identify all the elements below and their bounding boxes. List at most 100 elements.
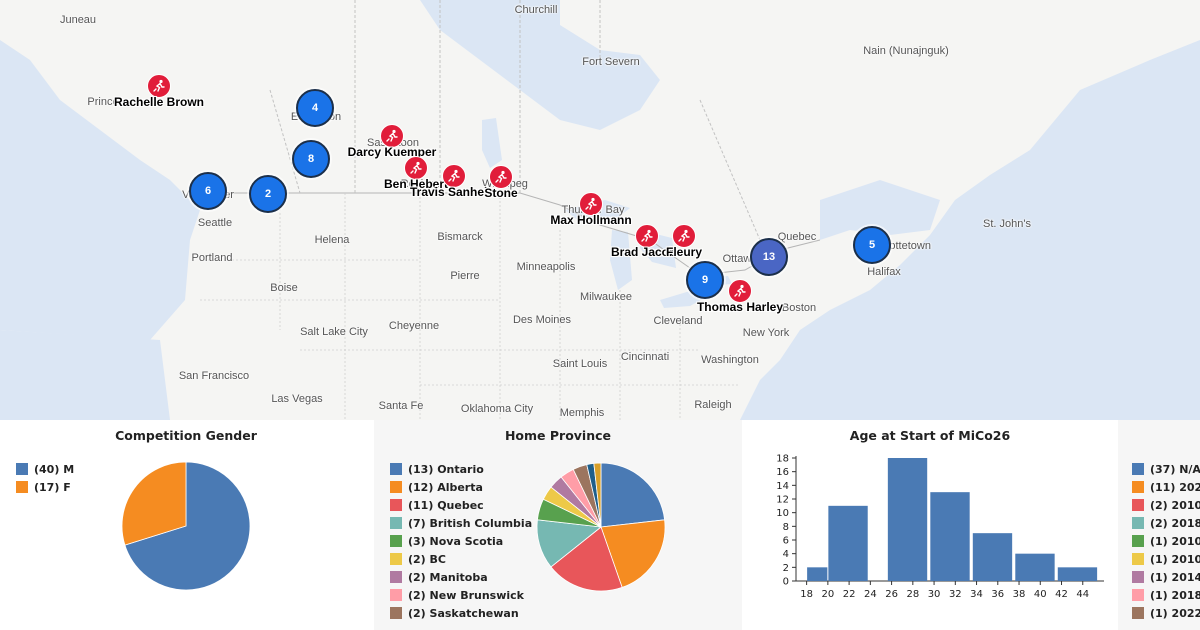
olympics-panel: (37) N/A (11) 2022 (2) 2010, 2 (2) 2018, 2 (… <box>1118 420 1200 630</box>
legend-entry[interactable]: (2) Manitoba <box>390 568 532 586</box>
athlete-name-label[interactable]: Thomas Harley <box>696 300 784 314</box>
legend-entry[interactable]: (2) Saskatchewan <box>390 604 532 622</box>
city-label: Helena <box>314 234 350 246</box>
legend-swatch <box>1132 571 1144 583</box>
city-label: Des Moines <box>512 314 572 326</box>
province-slice[interactable] <box>593 462 602 528</box>
legend-entry[interactable]: (1) 2010, 2 <box>1132 532 1200 550</box>
map-view[interactable]: Juneau Churchill Fort Severn Nain (Nunajngu… <box>0 0 1200 420</box>
athlete-pin[interactable] <box>442 164 466 188</box>
legend-label: (11) 2022 <box>1150 480 1200 494</box>
province-legend: (13) Ontario (12) Alberta (11) Quebec (7) B… <box>390 460 532 622</box>
cluster-marker[interactable]: 6 <box>189 172 227 210</box>
city-label: Juneau <box>59 14 97 26</box>
cluster-marker[interactable]: 8 <box>292 140 330 178</box>
city-label: Pierre <box>450 270 480 282</box>
legend-swatch <box>390 535 402 547</box>
city-label: New York <box>742 327 790 339</box>
legend-swatch <box>1132 463 1144 475</box>
athlete-pin[interactable] <box>672 224 696 248</box>
legend-swatch <box>16 463 28 475</box>
legend-entry[interactable]: (1) 2022 ( <box>1132 604 1200 622</box>
legend-entry[interactable]: (2) New Brunswick <box>390 586 532 604</box>
age-histogram: 18 20 22 24 26 28 30 32 34 36 38 40 42 44024681012141… <box>776 454 1104 600</box>
legend-entry[interactable]: (3) Nova Scotia <box>390 532 532 550</box>
athlete-pin[interactable] <box>489 165 513 189</box>
athlete-name-label[interactable]: Stone <box>484 186 518 200</box>
histogram-bar[interactable] <box>1057 567 1098 581</box>
age-chart-title: Age at Start of MiCo26 <box>849 428 1011 443</box>
legend-entry[interactable]: (13) Ontario <box>390 460 532 478</box>
province-slice[interactable] <box>600 462 666 528</box>
x-tick-label: 30 <box>928 589 941 600</box>
legend-entry[interactable]: (1) 2010, 2 <box>1132 550 1200 568</box>
legend-entry[interactable]: (17) F <box>16 478 74 496</box>
city-label: Churchill <box>514 4 558 16</box>
athlete-name-label[interactable]: Travis Sanheim <box>409 185 499 199</box>
x-tick-label: 44 <box>1076 589 1089 600</box>
lake-michigan <box>610 230 632 290</box>
athlete-pin[interactable] <box>404 156 428 180</box>
skater-icon <box>386 129 398 142</box>
legend-label: (2) BC <box>408 552 446 566</box>
y-tick-label: 2 <box>783 563 789 574</box>
cluster-marker[interactable]: 9 <box>686 261 724 299</box>
histogram-bar[interactable] <box>887 458 928 581</box>
athlete-pin[interactable] <box>579 192 603 216</box>
legend-entry[interactable]: (11) Quebec <box>390 496 532 514</box>
athlete-pin[interactable] <box>728 279 752 303</box>
athlete-pin[interactable] <box>635 224 659 248</box>
gender-slice[interactable] <box>121 461 187 546</box>
legend-entry[interactable]: (7) British Columbia <box>390 514 532 532</box>
legend-entry[interactable]: (37) N/A <box>1132 460 1200 478</box>
histogram-bar[interactable] <box>828 505 868 581</box>
cluster-marker[interactable]: 13 <box>750 238 788 276</box>
cluster-marker[interactable]: 2 <box>249 175 287 213</box>
legend-label: (1) 2010, 2 <box>1150 534 1200 548</box>
province-slice[interactable] <box>550 526 623 592</box>
histogram-bar[interactable] <box>930 492 970 581</box>
legend-label: (40) M <box>34 462 75 476</box>
legend-entry[interactable]: (1) 2014 <box>1132 568 1200 586</box>
legend-label: (1) 2014 <box>1150 570 1200 584</box>
athlete-name-label[interactable]: Max Hollmann <box>550 213 632 227</box>
legend-entry[interactable]: (2) 2018, 2 <box>1132 514 1200 532</box>
athlete-name-label[interactable]: Rachelle Brown <box>113 95 205 109</box>
legend-entry[interactable]: (11) 2022 <box>1132 478 1200 496</box>
y-tick-label: 10 <box>776 508 789 519</box>
legend-entry[interactable]: (12) Alberta <box>390 478 532 496</box>
legend-entry[interactable]: (2) BC <box>390 550 532 568</box>
athlete-name-label[interactable]: Fleury <box>665 245 703 259</box>
cluster-marker[interactable]: 5 <box>853 226 891 264</box>
athlete-name-label[interactable]: Darcy Kuemper <box>347 145 437 159</box>
city-label: Ottawa <box>722 253 758 265</box>
athlete-pin[interactable] <box>147 74 171 98</box>
city-label: Cheyenne <box>388 320 440 332</box>
olympics-legend: (37) N/A (11) 2022 (2) 2010, 2 (2) 2018, 2 (… <box>1132 460 1200 622</box>
x-tick-label: 26 <box>885 589 898 600</box>
age-panel: Age at Start of MiCo26 18 20 22 24 26 28 30 32 3… <box>744 420 1116 630</box>
legend-entry[interactable]: (40) M <box>16 460 74 478</box>
histogram-bar[interactable] <box>807 567 828 581</box>
cluster-marker[interactable]: 4 <box>296 89 334 127</box>
histogram-bar[interactable] <box>972 533 1013 581</box>
province-borders <box>269 0 761 241</box>
legend-entry[interactable]: (2) 2010, 2 <box>1132 496 1200 514</box>
gender-slice[interactable] <box>124 461 251 591</box>
atlantic-ocean <box>760 150 1200 420</box>
city-label: Saint Louis <box>552 358 608 370</box>
histogram-bar[interactable] <box>1015 553 1055 581</box>
athlete-pin[interactable] <box>380 124 404 148</box>
state-borders <box>200 193 740 420</box>
gulf-st-lawrence <box>820 180 940 240</box>
city-label: Cincinnati <box>620 351 670 363</box>
skater-icon <box>734 284 746 297</box>
city-label: Bismarck <box>437 231 483 243</box>
athlete-name-label[interactable]: Ben Hebert <box>383 177 449 191</box>
legend-label: (3) Nova Scotia <box>408 534 504 548</box>
hudson-bay <box>420 0 660 130</box>
legend-entry[interactable]: (1) 2018 <box>1132 586 1200 604</box>
skater-icon <box>641 229 653 242</box>
province-slice[interactable] <box>600 519 666 588</box>
athlete-name-label[interactable]: Brad Jacobs <box>610 245 684 259</box>
